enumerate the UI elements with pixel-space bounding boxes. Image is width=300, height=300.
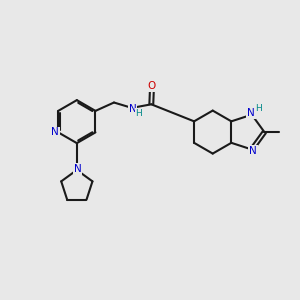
Text: O: O bbox=[148, 81, 156, 91]
Text: N: N bbox=[129, 104, 136, 114]
Text: N: N bbox=[74, 164, 81, 174]
Text: H: H bbox=[255, 103, 262, 112]
Text: N: N bbox=[51, 128, 59, 137]
Text: H: H bbox=[135, 109, 142, 118]
Text: N: N bbox=[249, 146, 257, 156]
Text: N: N bbox=[247, 108, 255, 118]
